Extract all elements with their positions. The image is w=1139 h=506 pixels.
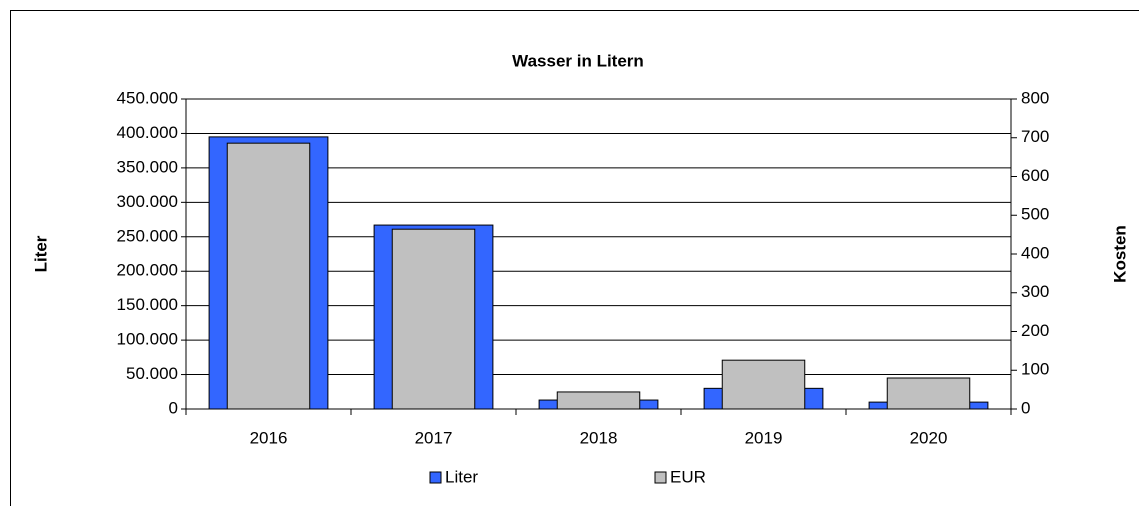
y2-tick-label: 0 xyxy=(1021,398,1030,417)
y-tick-label: 400.000 xyxy=(117,123,178,142)
bar xyxy=(226,142,311,410)
y-tick-label: 0 xyxy=(169,398,178,417)
legend-swatch xyxy=(654,471,667,484)
y2-tick-label: 700 xyxy=(1021,127,1049,146)
legend-label: Liter xyxy=(445,467,478,486)
y2-axis-title: Kosten xyxy=(1110,225,1129,283)
legend-label: EUR xyxy=(670,467,706,486)
y-tick-label: 350.000 xyxy=(117,157,178,176)
y-tick-label: 100.000 xyxy=(117,330,178,349)
x-tick-label: 2018 xyxy=(580,428,618,447)
y-axis-title: Liter xyxy=(31,235,50,272)
y2-tick-label: 100 xyxy=(1021,360,1049,379)
x-tick-label: 2017 xyxy=(415,428,453,447)
x-tick-label: 2019 xyxy=(745,428,783,447)
y2-tick-label: 400 xyxy=(1021,243,1049,262)
y2-tick-label: 600 xyxy=(1021,166,1049,185)
y-tick-label: 150.000 xyxy=(117,295,178,314)
y-tick-label: 300.000 xyxy=(117,192,178,211)
bar xyxy=(391,228,476,410)
bar xyxy=(556,391,641,410)
y-tick-label: 250.000 xyxy=(117,226,178,245)
y2-tick-label: 300 xyxy=(1021,282,1049,301)
bar xyxy=(721,359,806,410)
legend-swatch xyxy=(429,471,442,484)
y2-tick-label: 800 xyxy=(1021,88,1049,107)
y2-tick-label: 500 xyxy=(1021,205,1049,224)
y-tick-label: 200.000 xyxy=(117,261,178,280)
y2-tick-label: 200 xyxy=(1021,321,1049,340)
x-tick-label: 2016 xyxy=(250,428,288,447)
y-tick-label: 50.000 xyxy=(126,364,178,383)
x-tick-label: 2020 xyxy=(910,428,948,447)
bar xyxy=(886,377,971,410)
chart-frame xyxy=(10,10,1139,506)
chart-title: Wasser in Litern xyxy=(512,51,644,70)
y-tick-label: 450.000 xyxy=(117,88,178,107)
